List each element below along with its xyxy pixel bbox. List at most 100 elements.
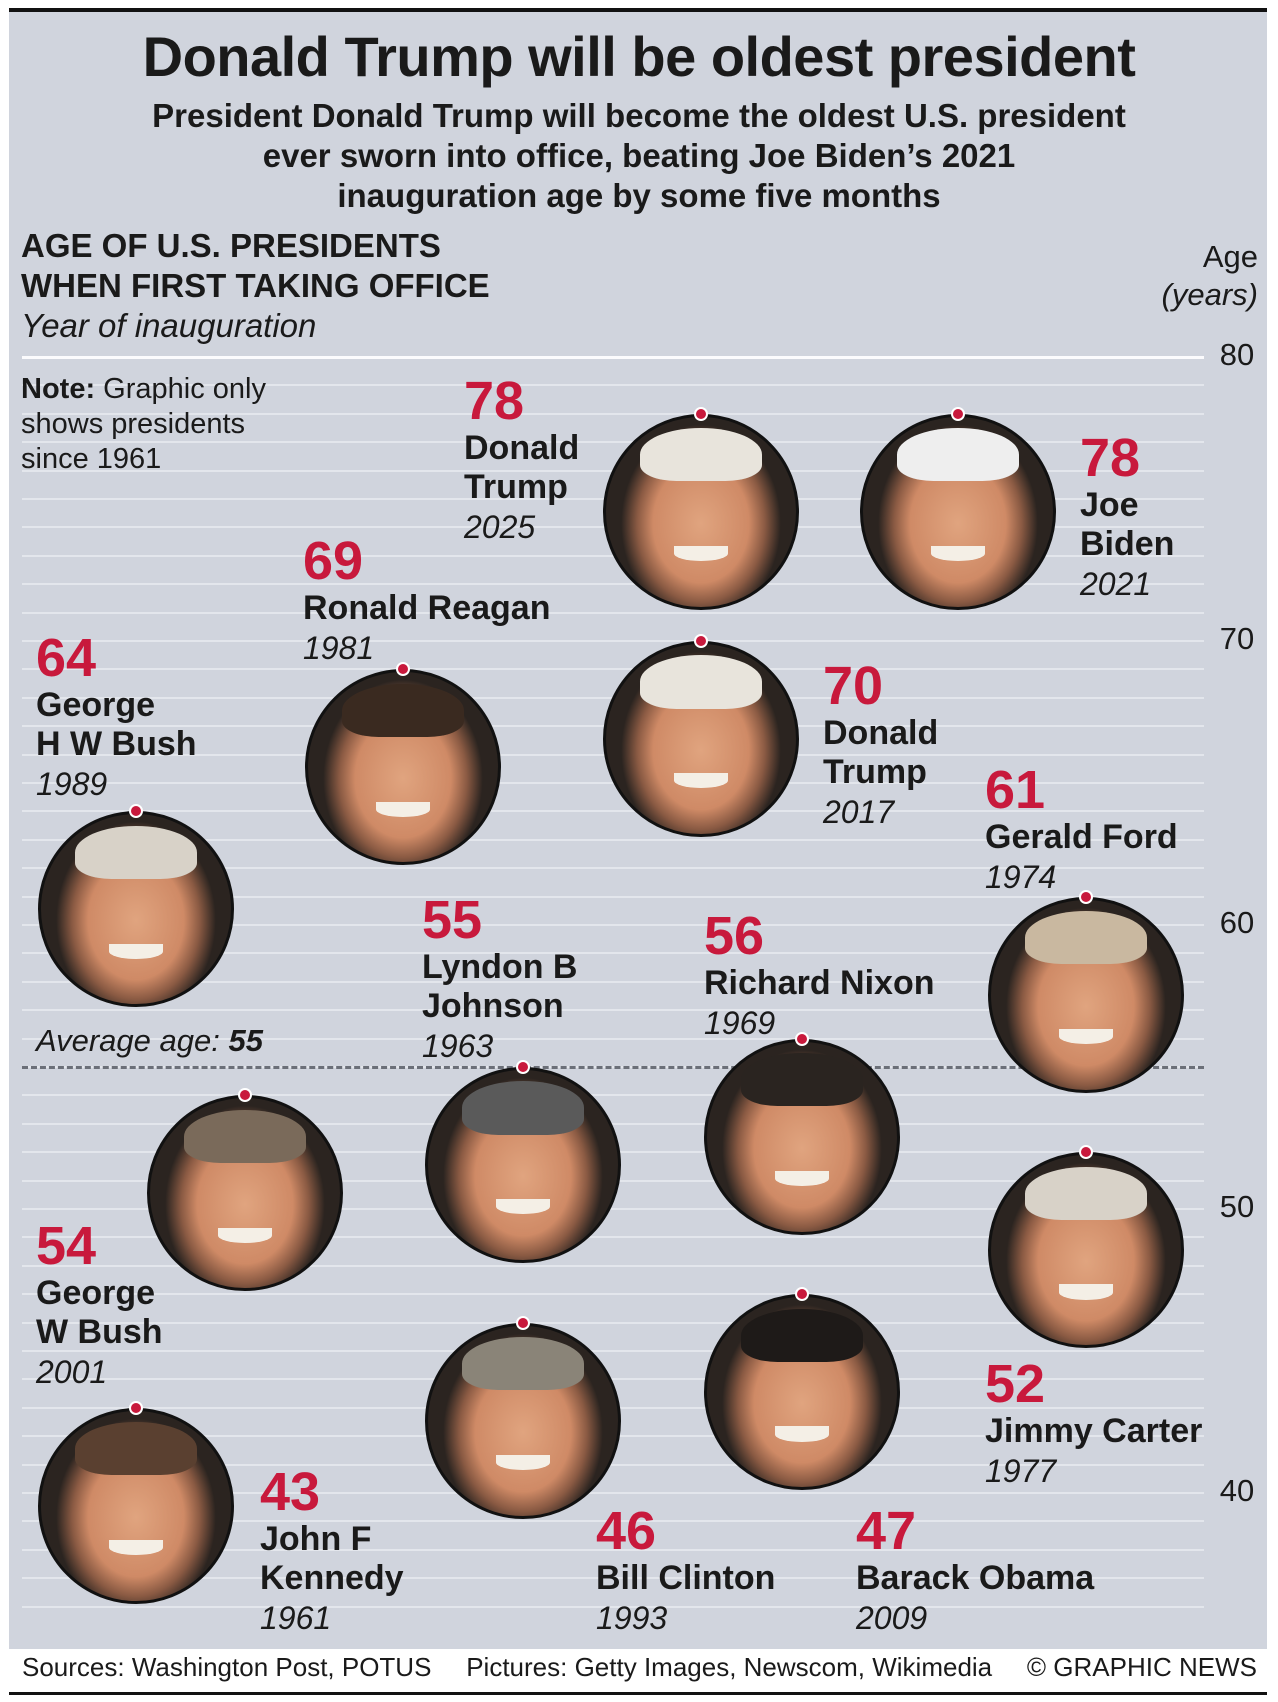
point-label: 52 Jimmy Carter 1977 [985, 1356, 1202, 1491]
data-point [129, 804, 143, 819]
y-tick-label: 80 [1219, 337, 1255, 372]
picture-credits: Pictures: Getty Images, Newscom, Wikimed… [466, 1652, 993, 1682]
president-name: Richard Nixon [704, 964, 935, 1002]
data-point [795, 1287, 809, 1302]
age-value: 78 [464, 371, 525, 431]
inauguration-year: 2017 [823, 794, 895, 830]
heading-line: WHEN FIRST TAKING OFFICE [21, 267, 490, 304]
inauguration-year: 1977 [985, 1453, 1057, 1489]
point-label: 78 Donald Trump 2025 [464, 373, 579, 547]
gridline [22, 1548, 1204, 1551]
president-photo [988, 1152, 1184, 1349]
data-point [694, 406, 708, 421]
president-photo [38, 1407, 234, 1604]
gridline [22, 1293, 1204, 1296]
note-text: shows presidents [21, 408, 246, 440]
inauguration-year: 1981 [303, 630, 375, 666]
page-title: Donald Trump will be oldest president [142, 25, 1136, 88]
president-name: Lyndon B [422, 948, 578, 986]
gridline [22, 952, 1204, 955]
point-label: 78 Joe Biden 2021 [1080, 430, 1174, 604]
president-photo [425, 1322, 621, 1519]
gridline [22, 1378, 1204, 1381]
chart-heading: AGE OF U.S. PRESIDENTS WHEN FIRST TAKING… [21, 226, 490, 346]
subtitle: President Donald Trump will become the o… [0, 96, 1278, 216]
data-point [516, 1060, 530, 1074]
point-label: 64 George H W Bush 1989 [36, 630, 197, 804]
data-point [129, 1400, 143, 1415]
president-name: W Bush [36, 1313, 163, 1351]
gridline [22, 384, 1204, 387]
gridline [22, 583, 1204, 586]
inauguration-year: 1989 [36, 766, 108, 802]
gridline [22, 1577, 1204, 1580]
age-value: 56 [704, 906, 765, 966]
y-axis-label: Age (years) [1162, 238, 1258, 314]
note-text: since 1961 [21, 443, 162, 475]
gridline [22, 1094, 1204, 1097]
gridline [22, 1321, 1204, 1324]
top-rule [9, 8, 1267, 12]
y-axis-title: Age [1202, 239, 1258, 274]
president-name: George [36, 686, 156, 724]
president-name: Bill Clinton [596, 1559, 776, 1597]
gridline [22, 980, 1204, 983]
president-name: Johnson [422, 987, 564, 1025]
point-label: 46 Bill Clinton 1993 [596, 1503, 775, 1638]
gridline [22, 1236, 1204, 1239]
point-label: 56 Richard Nixon 1969 [704, 908, 934, 1043]
age-value: 46 [596, 1501, 657, 1561]
point-label: 47 Barack Obama 2009 [856, 1503, 1094, 1638]
note-text: Graphic only [95, 373, 266, 405]
gridline [22, 1264, 1204, 1267]
chart-panel [9, 12, 1267, 1649]
gridline [22, 611, 1204, 614]
y-tick-label: 70 [1219, 621, 1255, 656]
age-value: 43 [260, 1462, 321, 1522]
data-point [694, 634, 708, 648]
data-point [516, 1315, 530, 1330]
data-point [795, 1031, 809, 1046]
inauguration-year: 2001 [36, 1354, 108, 1390]
sources: Sources: Washington Post, POTUS [22, 1652, 432, 1682]
gridline [22, 1208, 1204, 1210]
president-name: Kennedy [260, 1559, 404, 1597]
president-photo [147, 1095, 343, 1292]
data-point [951, 406, 965, 421]
x-description: Year of inauguration [21, 307, 317, 344]
age-value: 54 [36, 1216, 97, 1276]
gridline [22, 867, 1204, 870]
inauguration-year: 1974 [985, 859, 1057, 895]
age-value: 78 [1080, 428, 1141, 488]
data-point [238, 1088, 252, 1103]
president-name: Donald [464, 429, 580, 467]
president-photo [704, 1038, 900, 1235]
president-name: H W Bush [36, 725, 197, 763]
gridline [22, 924, 1204, 926]
point-label: 43 John F Kennedy 1961 [260, 1464, 404, 1638]
y-tick-label: 60 [1219, 905, 1255, 940]
president-name: Barack Obama [856, 1559, 1095, 1597]
age-value: 47 [856, 1501, 917, 1561]
point-label: 54 George W Bush 2001 [36, 1218, 163, 1392]
age-value: 64 [36, 628, 97, 688]
president-photo [38, 811, 234, 1008]
president-name: Jimmy Carter [985, 1412, 1203, 1450]
president-photo [603, 413, 799, 610]
inauguration-year: 1993 [596, 1600, 668, 1636]
gridline [22, 1037, 1204, 1040]
inauguration-year: 2009 [856, 1600, 928, 1636]
average-label: Average age: 55 [36, 1023, 263, 1059]
president-photo [988, 896, 1184, 1093]
average-line [22, 1066, 1204, 1069]
y-tick-label: 50 [1219, 1189, 1255, 1224]
y-tick-label: 40 [1219, 1473, 1255, 1508]
point-label: 61 Gerald Ford 1974 [985, 762, 1178, 897]
gridline [22, 1350, 1204, 1352]
age-value: 70 [823, 656, 884, 716]
data-point [396, 662, 410, 677]
president-name: Trump [464, 468, 568, 506]
inauguration-year: 1961 [260, 1600, 332, 1636]
president-name: Gerald Ford [985, 818, 1178, 856]
average-value: 55 [228, 1023, 263, 1058]
